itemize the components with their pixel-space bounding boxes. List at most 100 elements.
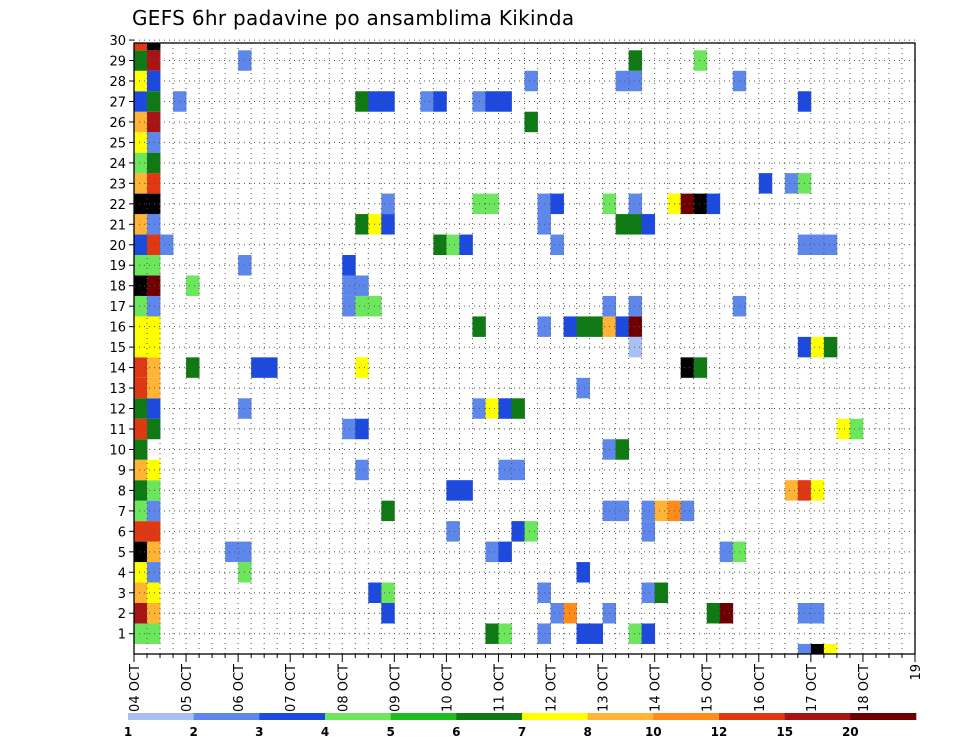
data-cell — [550, 193, 564, 215]
data-cell — [576, 377, 590, 399]
legend-label: 3 — [255, 725, 263, 739]
data-cell — [186, 357, 200, 378]
data-cell — [615, 214, 630, 235]
data-cell — [147, 295, 161, 317]
data-cell — [706, 193, 721, 215]
y-tick-label: 30 — [109, 34, 126, 49]
x-tick-label: 16 OCT — [753, 664, 768, 712]
data-cell — [264, 357, 278, 378]
data-cell — [628, 295, 643, 317]
x-tick-label: 14 OCT — [649, 664, 664, 712]
legend-label: 6 — [452, 725, 460, 739]
data-cell — [628, 214, 643, 235]
legend-swatch — [850, 713, 917, 720]
data-cell — [147, 480, 161, 501]
data-cell — [147, 500, 161, 522]
y-tick-label: 1 — [118, 628, 126, 643]
data-cell — [498, 623, 512, 644]
data-cell — [355, 91, 369, 112]
x-tick-label: 10 OCT — [440, 664, 455, 712]
data-cell — [719, 541, 734, 563]
data-cell — [134, 521, 148, 542]
data-cell — [147, 132, 161, 153]
data-cell — [342, 255, 356, 276]
data-cell — [147, 562, 161, 583]
data-cell — [160, 234, 174, 256]
data-cell — [615, 316, 630, 337]
data-cell — [134, 418, 148, 440]
data-cell — [147, 43, 161, 51]
y-tick-label: 21 — [109, 218, 126, 233]
data-cell — [147, 398, 161, 419]
data-cell — [420, 91, 434, 112]
data-cell — [147, 418, 161, 440]
y-tick-label: 8 — [118, 484, 126, 499]
legend-swatch — [653, 713, 720, 720]
data-cell — [368, 91, 382, 112]
data-cell — [719, 603, 734, 624]
x-tick-label: 17 OCT — [805, 664, 820, 712]
legend-swatch — [784, 713, 851, 720]
data-cell — [342, 295, 356, 317]
data-cell — [147, 459, 161, 481]
y-tick-label: 20 — [109, 239, 126, 254]
data-cell — [147, 623, 161, 644]
data-cell — [784, 480, 799, 501]
y-tick-label: 16 — [109, 321, 126, 336]
data-cell — [498, 398, 512, 419]
data-cell — [134, 132, 148, 153]
legend-label: 10 — [645, 725, 662, 739]
data-cell — [810, 336, 825, 358]
y-tick-label: 26 — [109, 116, 126, 131]
data-cell — [524, 70, 538, 92]
x-tick-label: 06 OCT — [232, 664, 247, 712]
legend-label: 15 — [776, 725, 793, 739]
data-cell — [498, 91, 512, 112]
data-cell — [381, 582, 395, 603]
legend-swatch — [522, 713, 588, 720]
data-cell — [134, 398, 148, 419]
data-cell — [134, 234, 148, 256]
y-tick-label: 11 — [109, 423, 126, 438]
data-cell — [381, 500, 395, 522]
data-cell — [381, 91, 395, 112]
data-cell — [810, 480, 825, 501]
y-tick-label: 6 — [118, 525, 126, 540]
data-cell — [147, 275, 161, 296]
data-cell — [641, 582, 656, 603]
chart-title: GEFS 6hr padavine po ansamblima Kikinda — [132, 6, 575, 30]
data-cell — [550, 234, 564, 256]
data-cell — [134, 255, 148, 276]
data-cell — [134, 603, 148, 624]
data-cell — [134, 480, 148, 501]
data-cell — [693, 193, 708, 215]
data-cell — [381, 193, 395, 215]
data-cell — [524, 521, 538, 542]
data-cell — [147, 111, 161, 133]
data-cell — [147, 336, 161, 358]
data-cell — [134, 214, 148, 235]
data-cell — [368, 582, 382, 603]
data-cell — [628, 193, 643, 215]
data-cell — [485, 193, 499, 215]
data-cell — [433, 234, 447, 256]
y-tick-label: 10 — [109, 444, 126, 459]
data-cell — [524, 111, 538, 133]
data-cell — [134, 295, 148, 317]
data-cell — [680, 357, 695, 378]
data-cell — [225, 541, 239, 563]
data-cell — [134, 500, 148, 522]
data-cell — [134, 70, 148, 92]
data-cell — [147, 50, 161, 71]
legend-swatch — [587, 713, 654, 720]
data-cell — [355, 459, 369, 481]
data-cell — [147, 316, 161, 337]
data-cell — [134, 377, 148, 399]
y-tick-label: 15 — [109, 341, 126, 356]
data-cell — [355, 275, 369, 296]
legend-swatch — [719, 713, 785, 720]
y-tick-label: 7 — [118, 505, 126, 520]
data-cell — [134, 275, 148, 296]
data-cell — [147, 214, 161, 235]
y-tick-label: 19 — [109, 259, 126, 274]
